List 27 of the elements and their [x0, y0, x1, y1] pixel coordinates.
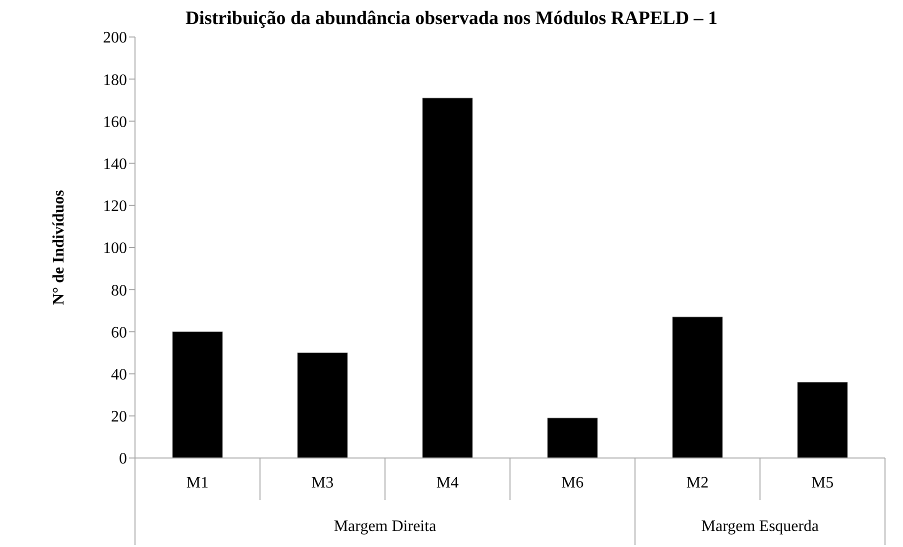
x-tick-label: M5: [811, 474, 834, 492]
text: Margem Esquerda: [701, 518, 819, 535]
chart-title: Distribuição da abundância observada nos Módulos RAPELD – 1: [184, 8, 719, 30]
y-tick-label: 40: [111, 366, 127, 384]
x-tick-label: M6: [561, 474, 584, 492]
y-tick-label: 200: [103, 30, 127, 47]
y-tick-label: 180: [103, 72, 127, 89]
y-tick-label: 100: [103, 240, 127, 258]
bar: [547, 418, 598, 458]
y-tick-label: 0: [119, 450, 127, 468]
x-tick-label: M2: [686, 474, 709, 492]
bar: [672, 316, 723, 458]
y-tick-label: 140: [103, 156, 127, 173]
y-tick-label: 80: [111, 282, 127, 300]
bar: [172, 331, 223, 458]
bar: [797, 382, 848, 458]
y-tick-label: 160: [103, 114, 127, 131]
y-tick-label: 20: [111, 408, 127, 426]
x-tick-label: M3: [311, 474, 334, 492]
x-tick-label: M4: [436, 474, 459, 492]
y-axis-title: N° de Indivíduos: [50, 190, 68, 305]
bar: [297, 352, 348, 458]
bar: [422, 98, 473, 458]
x-tick-label: M1: [186, 474, 209, 492]
y-tick-label: 120: [103, 198, 127, 216]
text: Margem Direita: [334, 518, 436, 535]
y-tick-label: 60: [111, 324, 127, 342]
